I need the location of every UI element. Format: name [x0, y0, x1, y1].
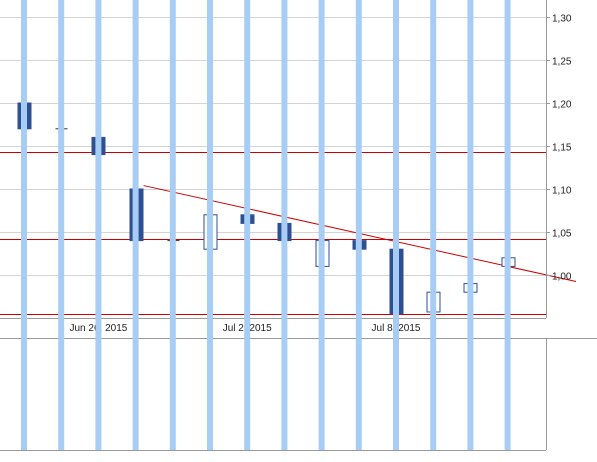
volume-bar [21, 0, 27, 450]
volume-bar [207, 0, 213, 450]
price-y-tick-label: 1,30 [552, 14, 572, 25]
volume-bar [95, 0, 102, 450]
price-y-tick-label: 1,00 [552, 272, 572, 283]
volume-bar [355, 0, 362, 450]
price-y-tick-label: 1,25 [552, 57, 572, 68]
price-y-tick-label: 1,15 [552, 143, 572, 154]
price-y-tick-label: 1,20 [552, 100, 572, 111]
volume-plot-area [0, 339, 546, 450]
volume-bar [281, 0, 288, 450]
price-plot-area [0, 0, 546, 318]
volume-bar [244, 0, 251, 450]
price-y-tick-label: 1,05 [552, 229, 572, 240]
volume-bar [169, 0, 176, 450]
price-y-tick-label: 1,10 [552, 186, 572, 197]
volume-bar [318, 0, 325, 450]
volume-bar [393, 0, 399, 450]
volume-panel: 100.000300.000500.000700.000 [0, 0, 547, 451]
volume-bar [132, 0, 139, 450]
volume-bar [504, 0, 511, 450]
volume-bar [467, 0, 474, 450]
volume-bar [430, 0, 437, 450]
volume-bar [58, 0, 65, 450]
